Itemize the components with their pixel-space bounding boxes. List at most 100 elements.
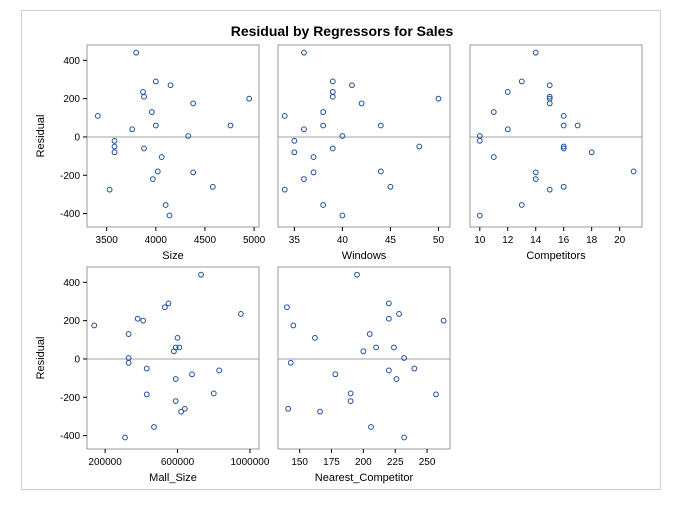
panel-windows: 35 40 45 50 Windows: [277, 44, 451, 262]
residual-point: [347, 390, 354, 397]
residual-point: [129, 126, 136, 133]
residual-point: [91, 322, 98, 329]
residual-point: [396, 311, 402, 317]
residual-point: [391, 344, 397, 351]
y-tick-label: 200: [63, 316, 80, 327]
residual-point: [125, 359, 132, 366]
residual-point: [339, 212, 346, 219]
residual-point: [178, 408, 185, 415]
residual-point: [518, 202, 525, 208]
residual-point: [285, 405, 292, 412]
residual-point: [401, 434, 408, 441]
residual-point: [377, 122, 384, 129]
residual-point: [504, 89, 511, 95]
residual-point: [301, 49, 307, 56]
x-axis-label: Windows: [342, 250, 387, 262]
residual-point: [165, 300, 172, 307]
residual-point: [560, 122, 567, 129]
residual-point: [546, 186, 553, 193]
panel-nearest-competitor: 150 175 200 225 250 Nearest_Competitor: [277, 266, 451, 484]
x-tick-label: 200: [355, 457, 372, 468]
residual-point: [166, 212, 173, 219]
residual-point: [401, 355, 408, 361]
panel-frame: [277, 266, 451, 450]
residual-point: [181, 405, 188, 412]
x-tick-label: 10: [474, 235, 486, 246]
residual-point: [290, 322, 297, 329]
residual-point: [366, 331, 373, 337]
x-tick-label: 35: [289, 235, 301, 246]
x-tick-label: 225: [387, 457, 404, 468]
residual-point: [358, 100, 365, 107]
residual-point: [504, 126, 511, 133]
residual-point: [560, 143, 567, 150]
residual-point: [141, 145, 147, 152]
residual-point: [385, 315, 392, 322]
residual-point: [301, 176, 307, 183]
residual-point: [152, 78, 159, 85]
residual-point: [281, 112, 288, 119]
residual-point: [433, 391, 439, 398]
residual-point: [476, 212, 483, 219]
residual-point: [227, 122, 234, 129]
residual-point: [237, 311, 244, 317]
panel-competitors: 10 12 14 16 18 20 Competitors: [469, 44, 643, 262]
residual-point: [435, 95, 442, 102]
residual-point: [368, 424, 374, 430]
residual-point: [349, 82, 355, 89]
residual-point: [133, 49, 140, 56]
residual-point: [490, 154, 497, 160]
residual-point: [174, 334, 181, 341]
residual-point: [339, 133, 346, 139]
panel-mall-size: -400 -200 0 200 400 Residual 200000 600000 10000…: [35, 266, 270, 484]
residual-point: [588, 149, 595, 156]
residual-point: [329, 145, 336, 152]
residual-point: [167, 82, 174, 89]
x-tick-label: 18: [586, 235, 598, 246]
residual-point: [377, 168, 384, 175]
x-tick-label: 45: [385, 235, 397, 246]
x-tick-label: 150: [291, 457, 308, 468]
panel-frame: [277, 44, 451, 228]
residual-point: [317, 408, 323, 415]
residual-point: [630, 168, 637, 175]
residual-point: [284, 304, 290, 311]
x-tick-label: 14: [530, 235, 542, 246]
residual-point: [310, 169, 317, 176]
y-axis-label: Residual: [35, 115, 47, 158]
residual-point: [210, 390, 217, 397]
x-axis-label: Competitors: [526, 250, 586, 262]
residual-point: [162, 202, 169, 208]
residual-panel-chart: Residual by Regressors for Sales -400 -20…: [35, 23, 643, 484]
residual-point: [385, 367, 392, 374]
residual-point: [125, 331, 132, 337]
residual-point: [329, 93, 336, 100]
residual-point: [301, 126, 307, 133]
x-axis-label: Size: [162, 250, 183, 262]
y-tick-label: 0: [74, 354, 80, 365]
residual-point: [532, 169, 539, 176]
residual-point: [320, 122, 327, 129]
x-tick-label: 200000: [88, 457, 122, 468]
residual-point: [154, 168, 161, 175]
residual-point: [411, 365, 418, 372]
residual-point: [373, 344, 380, 351]
residual-point: [320, 109, 327, 115]
residual-point: [152, 122, 159, 129]
residual-point: [189, 371, 195, 378]
residual-point: [347, 398, 354, 405]
y-tick-label: 0: [74, 132, 80, 143]
residual-point: [111, 137, 118, 144]
residual-point: [574, 122, 581, 129]
residual-point: [149, 176, 156, 183]
residual-point: [111, 149, 118, 156]
y-tick-label: -200: [60, 171, 80, 182]
residual-point: [291, 137, 298, 144]
x-axis-label: Mall_Size: [149, 472, 197, 484]
residual-point: [560, 145, 567, 152]
residual-point: [416, 143, 423, 150]
x-tick-label: 600000: [161, 457, 195, 468]
panel-size: -400 -200 0 200 400 Residual 3500 4000 4500 5000 S…: [35, 44, 266, 262]
residual-point: [546, 93, 553, 100]
y-axis-label: Residual: [35, 337, 47, 380]
